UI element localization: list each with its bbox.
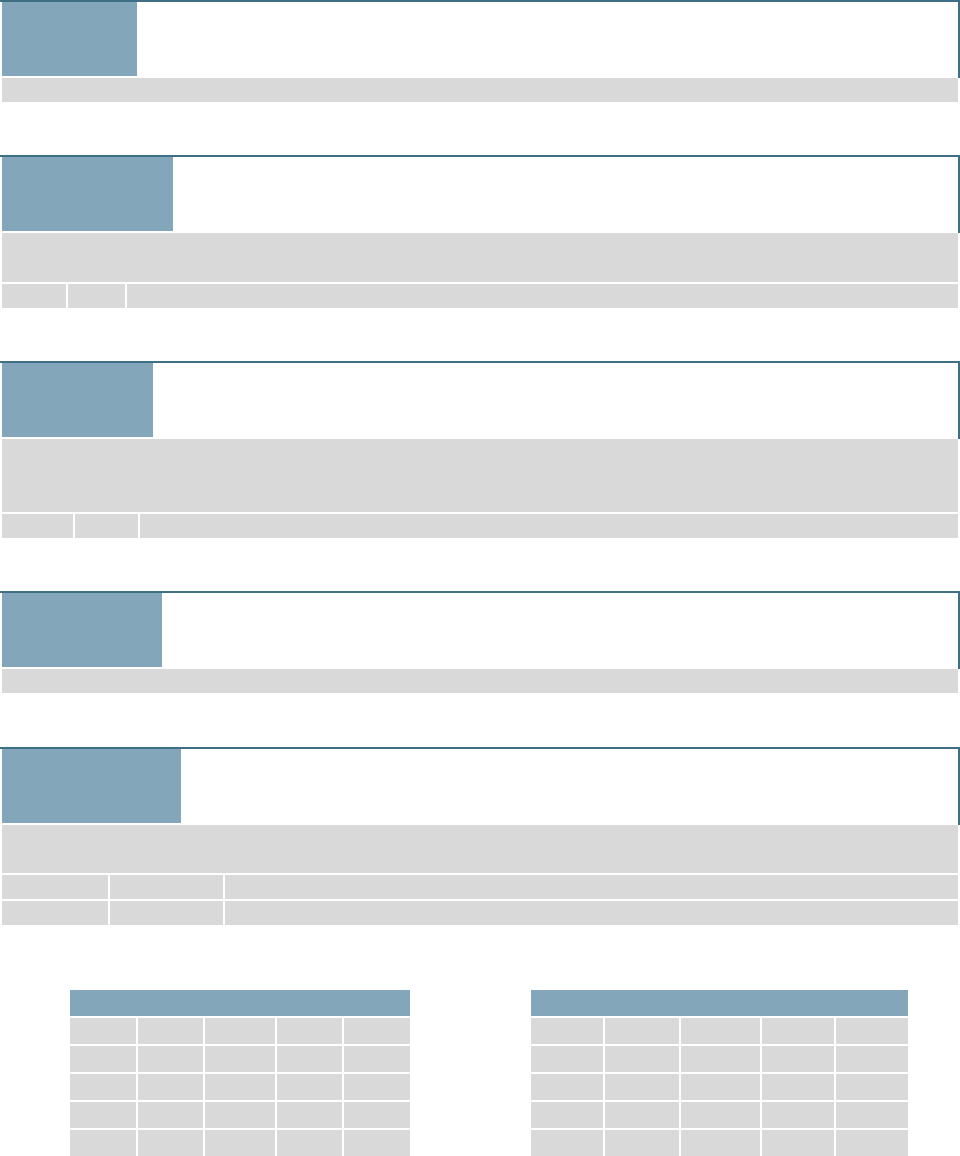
table-cell bbox=[70, 1016, 138, 1045]
section-3-title bbox=[153, 363, 957, 437]
table-row bbox=[70, 1016, 411, 1045]
data-table-right bbox=[531, 990, 909, 1156]
section-5-cell-2 bbox=[110, 875, 225, 899]
table-cell bbox=[137, 1072, 205, 1101]
table-cell bbox=[204, 1072, 277, 1101]
section-2-description bbox=[2, 233, 958, 282]
table-row bbox=[531, 1100, 909, 1129]
section-5-cell-3 bbox=[225, 901, 958, 925]
section-3-data-row bbox=[2, 514, 958, 538]
section-5-cell-1 bbox=[2, 875, 110, 899]
table-cell bbox=[761, 1044, 836, 1073]
table-header bbox=[70, 990, 411, 1017]
table-cell bbox=[531, 1128, 605, 1156]
table-row bbox=[531, 1128, 909, 1156]
table-cell bbox=[204, 1128, 277, 1156]
section-3-cell-3 bbox=[140, 514, 958, 538]
table-cell bbox=[835, 1044, 909, 1073]
section-1-tab[interactable] bbox=[2, 2, 137, 76]
section-2-cell-1 bbox=[2, 284, 68, 308]
table-cell bbox=[343, 1100, 411, 1129]
section-2-cell-3 bbox=[127, 284, 958, 308]
section-5-tab[interactable] bbox=[2, 749, 181, 823]
table-cell bbox=[761, 1072, 836, 1101]
section-5-title bbox=[181, 749, 957, 823]
table-cell bbox=[531, 1016, 605, 1045]
section-5-cell-3 bbox=[225, 875, 958, 899]
table-cell bbox=[604, 1128, 681, 1156]
section-2-tab[interactable] bbox=[2, 157, 173, 231]
data-table-left bbox=[70, 990, 411, 1156]
section-5-cell-2 bbox=[110, 901, 225, 925]
table-header-row bbox=[70, 990, 411, 1017]
table-cell bbox=[604, 1016, 681, 1045]
table-cell bbox=[531, 1072, 605, 1101]
table-cell bbox=[343, 1044, 411, 1073]
table-cell bbox=[204, 1016, 277, 1045]
table-cell bbox=[680, 1072, 762, 1101]
section-1-frame bbox=[0, 0, 960, 78]
section-4-tab[interactable] bbox=[2, 593, 162, 667]
table-row bbox=[70, 1072, 411, 1101]
section-5-cell-1 bbox=[2, 901, 110, 925]
table-cell bbox=[531, 1100, 605, 1129]
section-5-data-row bbox=[2, 875, 958, 899]
table-cell bbox=[70, 1044, 138, 1073]
section-3-frame bbox=[0, 361, 960, 439]
table-row bbox=[70, 1100, 411, 1129]
section-3-cell-2 bbox=[75, 514, 140, 538]
table-row bbox=[70, 1128, 411, 1156]
section-3-cell-1 bbox=[2, 514, 75, 538]
table-row bbox=[531, 1044, 909, 1073]
table-row bbox=[70, 1044, 411, 1073]
table-cell bbox=[835, 1016, 909, 1045]
section-3-description bbox=[2, 439, 958, 512]
table-cell bbox=[835, 1072, 909, 1101]
table-cell bbox=[276, 1072, 344, 1101]
table-cell bbox=[204, 1044, 277, 1073]
table-cell bbox=[761, 1128, 836, 1156]
section-5-description bbox=[2, 825, 958, 873]
table-cell bbox=[604, 1072, 681, 1101]
table-cell bbox=[70, 1128, 138, 1156]
table-cell bbox=[343, 1128, 411, 1156]
table-cell bbox=[276, 1044, 344, 1073]
table-cell bbox=[276, 1100, 344, 1129]
section-1-info-bar bbox=[2, 78, 958, 102]
table-row bbox=[531, 1016, 909, 1045]
table-cell bbox=[343, 1016, 411, 1045]
section-2-data-row bbox=[2, 284, 958, 308]
table-header bbox=[531, 990, 909, 1017]
table-cell bbox=[343, 1072, 411, 1101]
table-cell bbox=[531, 1044, 605, 1073]
table-cell bbox=[604, 1100, 681, 1129]
table-cell bbox=[680, 1044, 762, 1073]
table-header-row bbox=[531, 990, 909, 1017]
table-cell bbox=[70, 1100, 138, 1129]
section-2-cell-2 bbox=[68, 284, 127, 308]
table-cell bbox=[680, 1128, 762, 1156]
table-cell bbox=[680, 1100, 762, 1129]
table-cell bbox=[680, 1016, 762, 1045]
table-cell bbox=[276, 1016, 344, 1045]
table-cell bbox=[835, 1100, 909, 1129]
section-1-title bbox=[137, 2, 957, 76]
table-cell bbox=[276, 1128, 344, 1156]
table-cell bbox=[137, 1016, 205, 1045]
table-cell bbox=[761, 1016, 836, 1045]
table-cell bbox=[204, 1100, 277, 1129]
section-4-info-bar bbox=[2, 669, 958, 693]
table-cell bbox=[70, 1072, 138, 1101]
section-2-title bbox=[173, 157, 957, 231]
section-5-data-row bbox=[2, 901, 958, 925]
table-cell bbox=[835, 1128, 909, 1156]
table-cell bbox=[137, 1100, 205, 1129]
table-row bbox=[531, 1072, 909, 1101]
table-cell bbox=[604, 1044, 681, 1073]
section-4-title bbox=[162, 593, 957, 667]
table-cell bbox=[761, 1100, 836, 1129]
table-cell bbox=[137, 1044, 205, 1073]
section-3-tab[interactable] bbox=[2, 363, 153, 437]
table-cell bbox=[137, 1128, 205, 1156]
